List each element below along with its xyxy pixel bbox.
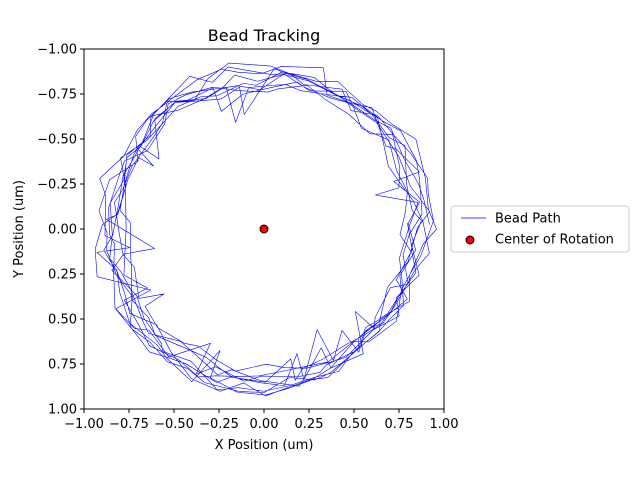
x-tick-label: −0.50 <box>154 417 194 432</box>
y-tick-label: −0.25 <box>37 178 77 193</box>
legend-bead-path-label: Bead Path <box>495 212 561 227</box>
center-of-rotation-point <box>259 224 269 234</box>
y-tick-label: 0.50 <box>48 313 77 328</box>
x-tick-label: 0.50 <box>340 417 369 432</box>
x-tick-label: 1.00 <box>430 417 459 432</box>
legend-center-marker <box>465 235 475 245</box>
y-tick-label: −1.00 <box>37 43 77 58</box>
center-layer <box>259 224 269 234</box>
bead-path-line <box>94 62 437 397</box>
legend-center-label: Center of Rotation <box>495 233 614 248</box>
y-tick-label: 0.75 <box>48 358 77 373</box>
x-tick-label: −0.75 <box>109 417 149 432</box>
y-axis-ticks: −1.00 −0.75 −0.50 −0.25 0.00 0.25 0.50 0.75 1.00 <box>37 43 84 418</box>
y-tick-label: −0.75 <box>37 88 77 103</box>
x-tick-label: −1.00 <box>64 417 104 432</box>
x-tick-label: 0.75 <box>385 417 414 432</box>
x-tick-label: 0.25 <box>295 417 324 432</box>
x-tick-label: −0.25 <box>199 417 239 432</box>
bead-path-layer <box>94 62 437 397</box>
x-axis-ticks: −1.00 −0.75 −0.50 −0.25 0.00 0.25 0.50 0.75 1.00 <box>64 409 458 432</box>
x-axis-label: X Position (um) <box>215 438 314 453</box>
y-tick-label: 0.25 <box>48 268 77 283</box>
legend-box <box>450 205 630 253</box>
y-axis-label: Y Position (um) <box>12 180 27 279</box>
legend: Bead Path Center of Rotation <box>450 205 630 253</box>
y-tick-label: 0.00 <box>48 223 77 238</box>
y-tick-label: 1.00 <box>48 403 77 418</box>
plot-area: −1.00 −0.75 −0.50 −0.25 0.00 0.25 0.50 0.75 1.00… <box>37 43 458 433</box>
x-tick-label: 0.00 <box>250 417 279 432</box>
chart-title: Bead Tracking <box>208 26 320 45</box>
y-tick-label: −0.50 <box>37 133 77 148</box>
